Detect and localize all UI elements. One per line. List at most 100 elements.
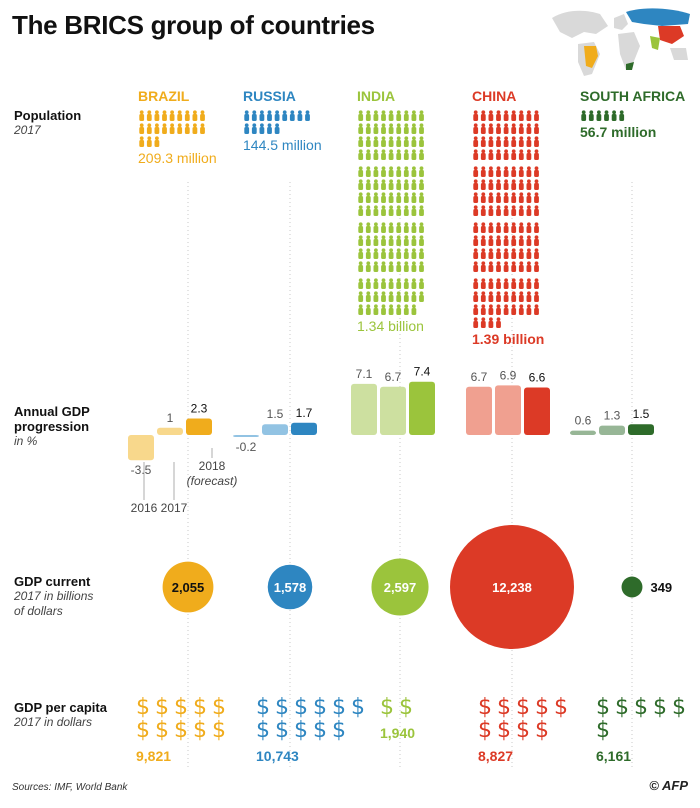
person-head-icon	[527, 278, 531, 283]
person-head-icon	[511, 222, 516, 227]
gdp-current-label: GDP current	[14, 574, 91, 589]
person-icon	[511, 183, 517, 190]
person-icon	[192, 114, 198, 121]
person-head-icon	[473, 205, 478, 210]
person-head-icon	[396, 205, 401, 210]
person-head-icon	[612, 110, 616, 115]
person-head-icon	[534, 123, 539, 128]
person-icon	[403, 153, 409, 160]
dollar-icon: $	[615, 695, 629, 720]
gdp-bar-brazil-2018	[186, 418, 212, 435]
person-icon	[534, 226, 539, 233]
person-head-icon	[473, 192, 478, 197]
person-icon	[511, 295, 517, 302]
person-head-icon	[473, 278, 478, 283]
dollar-icon: $	[136, 718, 150, 743]
person-head-icon	[412, 179, 416, 184]
dollar-icon: $	[399, 695, 413, 720]
person-head-icon	[496, 123, 501, 128]
person-icon	[526, 209, 532, 216]
person-head-icon	[504, 205, 508, 210]
person-head-icon	[527, 248, 531, 253]
person-icon	[358, 209, 364, 216]
person-icon	[534, 295, 539, 302]
person-head-icon	[358, 166, 363, 171]
person-icon	[162, 114, 167, 121]
person-icon	[381, 282, 386, 289]
person-icon	[588, 114, 594, 121]
person-head-icon	[473, 123, 478, 128]
person-head-icon	[519, 278, 524, 283]
person-icon	[381, 153, 386, 160]
person-icon	[419, 282, 424, 289]
person-icon	[162, 127, 167, 134]
per-capita-value-south-africa: 6,161	[596, 748, 631, 764]
person-icon	[419, 183, 424, 190]
person-head-icon	[381, 149, 386, 154]
person-head-icon	[419, 110, 424, 115]
person-icon	[503, 265, 509, 272]
person-head-icon	[155, 136, 159, 141]
dollar-icon: $	[193, 718, 207, 743]
person-head-icon	[481, 149, 486, 154]
population-sublabel: 2017	[14, 123, 41, 137]
person-head-icon	[374, 205, 378, 210]
person-head-icon	[366, 110, 371, 115]
person-icon	[480, 265, 486, 272]
person-head-icon	[504, 110, 508, 115]
person-icon	[139, 140, 145, 147]
person-icon	[403, 140, 409, 147]
person-icon	[403, 239, 409, 246]
gdp-circle-label: 2,597	[384, 580, 417, 595]
population-value-brazil: 209.3 million	[138, 150, 217, 166]
person-head-icon	[504, 222, 508, 227]
person-icon	[365, 239, 371, 246]
person-icon	[518, 153, 524, 160]
person-icon	[511, 209, 517, 216]
person-head-icon	[589, 110, 594, 115]
person-icon	[518, 114, 524, 121]
person-icon	[534, 209, 539, 216]
person-icon	[365, 196, 371, 203]
population-label: Population	[14, 108, 82, 123]
person-icon	[411, 239, 417, 246]
person-icon	[473, 209, 479, 216]
person-icon	[358, 153, 364, 160]
person-head-icon	[511, 291, 516, 296]
person-head-icon	[504, 235, 508, 240]
person-head-icon	[358, 192, 363, 197]
person-icon	[526, 252, 532, 259]
person-head-icon	[527, 261, 531, 266]
gdp-bar-label: 1.5	[267, 407, 284, 421]
person-head-icon	[481, 304, 486, 309]
gdp-circle-india	[371, 558, 429, 616]
person-icon	[496, 239, 501, 246]
person-icon	[305, 114, 310, 121]
country-name-brazil: BRAZIL	[138, 88, 190, 104]
person-head-icon	[511, 149, 516, 154]
person-icon	[480, 153, 486, 160]
person-head-icon	[473, 222, 478, 227]
person-icon	[381, 209, 386, 216]
person-icon	[480, 170, 486, 177]
person-head-icon	[170, 123, 175, 128]
person-head-icon	[374, 136, 378, 141]
person-head-icon	[374, 291, 378, 296]
person-icon	[358, 196, 364, 203]
dollar-icon: $	[136, 695, 150, 720]
person-icon	[358, 140, 364, 147]
person-head-icon	[374, 179, 378, 184]
person-head-icon	[374, 235, 378, 240]
person-head-icon	[177, 110, 182, 115]
dollar-icon: $	[193, 695, 207, 720]
person-icon	[365, 295, 371, 302]
sources-note: Sources: IMF, World Bank	[12, 782, 128, 793]
person-head-icon	[419, 291, 424, 296]
person-icon	[419, 196, 424, 203]
person-head-icon	[412, 123, 416, 128]
population-value-south-africa: 56.7 million	[580, 124, 656, 140]
person-head-icon	[534, 248, 539, 253]
person-icon	[373, 196, 379, 203]
person-head-icon	[139, 136, 144, 141]
